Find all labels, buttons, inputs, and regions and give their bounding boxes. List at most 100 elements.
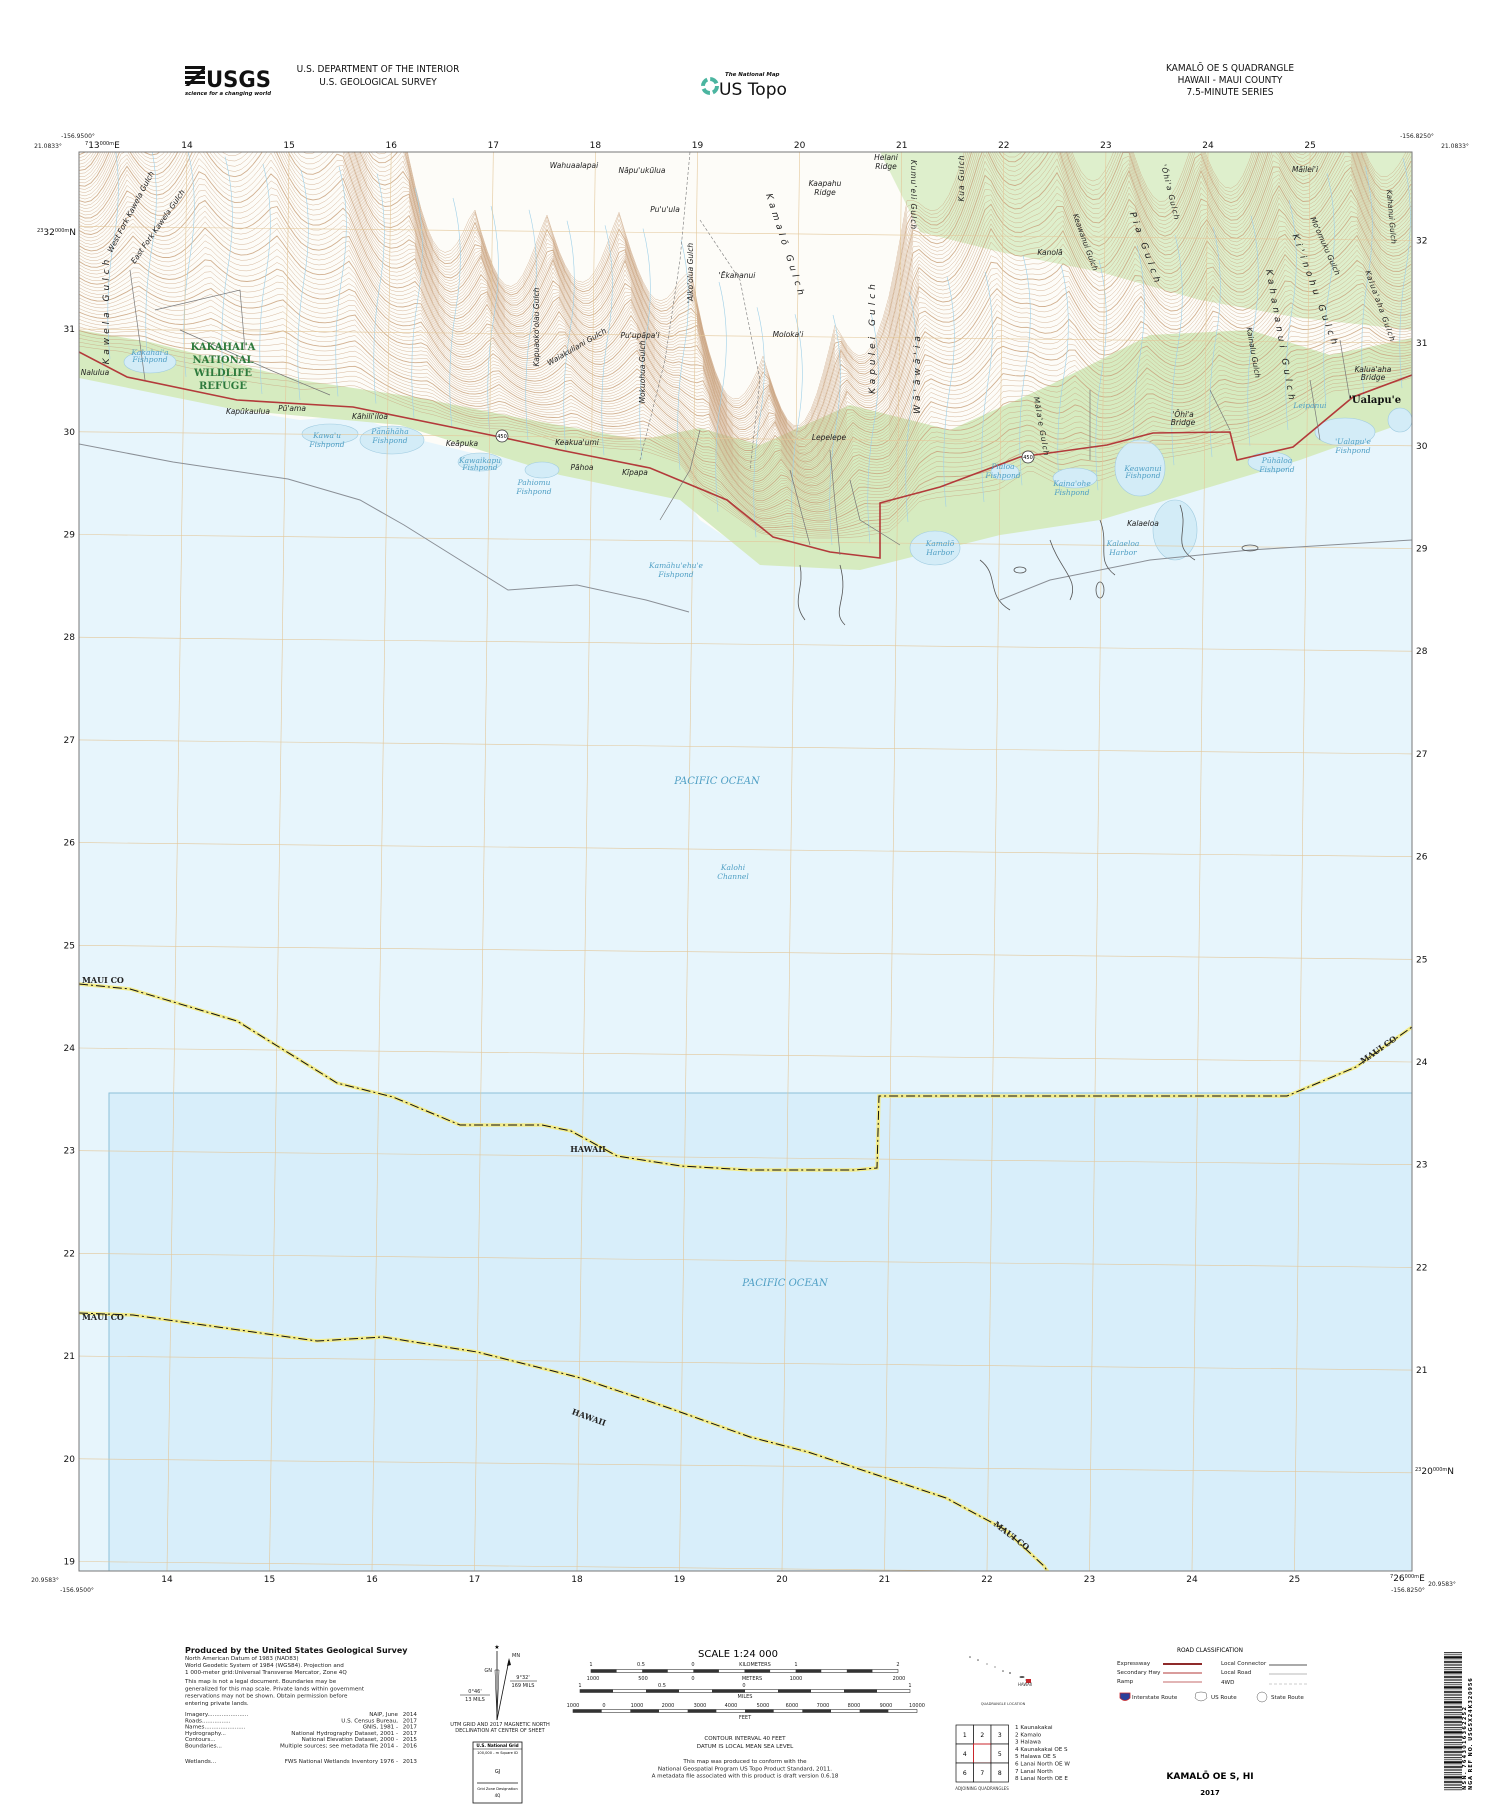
label-keakuaumi: Keakua'umi: [555, 438, 600, 447]
feet-tick-label: 8000: [848, 1703, 861, 1709]
feet-tick-label: 1000: [567, 1703, 580, 1709]
stream-line: [601, 225, 613, 456]
contour-line: [79, 216, 1412, 492]
contour-line: [79, 334, 1412, 533]
barcode-bar: [1444, 1678, 1462, 1682]
adjoining-cell-number: 6: [963, 1770, 967, 1777]
declination-caption-1: UTM GRID AND 2017 MAGNETIC NORTH: [450, 1722, 550, 1728]
barcode-bar: [1444, 1746, 1462, 1749]
stream-line: [335, 166, 347, 397]
label-refuge-line2: NATIONAL: [192, 355, 253, 366]
contour-line: [79, 152, 1412, 437]
easting-tick-label-bottom: 23: [1084, 1575, 1095, 1585]
barcode-bar: [1444, 1713, 1462, 1716]
full-northing-label-right: 2320000mN: [1415, 1467, 1454, 1477]
label-puama: Pū'ama: [278, 404, 306, 413]
northing-tick-label-left: 31: [64, 325, 75, 335]
map-legend-footer: Produced by the United States Geological…: [184, 1644, 1474, 1804]
contour-line: [79, 253, 1412, 502]
label-molokai: Moloka'i: [773, 330, 805, 339]
label-kapukaulua: Kapūkaulua: [226, 407, 270, 416]
stream-line: [221, 156, 233, 387]
label-pialoa-fishpond-2: Fishpond: [984, 471, 1020, 480]
northing-tick-label-left: 30: [64, 428, 76, 438]
northing-tick-label-left: 26: [64, 839, 76, 849]
stream-line: [563, 220, 575, 451]
northing-tick-label-right: 27: [1416, 750, 1427, 760]
adjoining-quadrangles: ADJOINING QUADRANGLES 1 2 3 4 5 6 7 8 1 Kaunakak…: [955, 1724, 1070, 1791]
label-kua-gulch: Kua Gulch: [957, 155, 966, 202]
grid-line-easting: [1089, 152, 1107, 1571]
contour-line: [79, 322, 1412, 527]
contour-line: [79, 152, 1412, 461]
stream-line: [1399, 158, 1411, 389]
grid-line-northing: [79, 226, 1412, 241]
route-number: 450: [497, 434, 507, 440]
label-napuukulua: Nāpu'ukūlua: [618, 166, 665, 175]
mile-scale-bar-segment: [580, 1689, 613, 1693]
mile-tick-label: 0: [742, 1683, 745, 1689]
label-ekahanui: 'Ēkahanui: [719, 271, 757, 280]
feet-scale-bar-segment: [630, 1709, 659, 1713]
northing-tick-label-left: 28: [64, 633, 76, 643]
kilometer-scale-bar-segment: [591, 1669, 617, 1673]
contour-line: [79, 290, 1412, 514]
label-pahoa: Pāhoa: [570, 463, 593, 472]
shoreline-features: [797, 504, 1259, 626]
contour-line: [79, 152, 1412, 436]
northing-tick-label-right: 28: [1416, 647, 1428, 657]
corner-top-right-latitude: 21.0833°: [1441, 143, 1469, 150]
label-kainaohe-fishpond: Kaina'ohe: [1052, 479, 1091, 488]
stream-line: [183, 152, 195, 377]
credit-source: National Hydrography Dataset, 2001 -: [291, 1731, 398, 1737]
current-quadrangle-cell: [973, 1743, 992, 1764]
sheet-year: 2017: [1200, 1789, 1220, 1797]
contour-line: [79, 341, 1412, 537]
grid-line-easting: [679, 152, 698, 1571]
northing-tick-label-right: 32: [1416, 236, 1427, 246]
contour-lines: [79, 152, 1412, 546]
meter-tick-label: 1000: [587, 1676, 600, 1682]
grid-line-northing: [79, 739, 1412, 755]
label-kalaeloa-harbor-2: Harbor: [1108, 548, 1137, 557]
quadrangle-state-county: HAWAII - MAUI COUNTY: [1178, 75, 1283, 86]
label-kamahuehue-fishpond-2: Fishpond: [657, 570, 693, 579]
contour-line: [79, 310, 1412, 522]
contour-line: [79, 221, 1412, 493]
credit-label: Hydrography...: [185, 1731, 226, 1737]
scale-title: SCALE 1:24 000: [698, 1649, 778, 1660]
contour-line: [79, 152, 1412, 442]
barcode-bar: [1444, 1768, 1462, 1772]
standard-line: This map was produced to conform with th…: [682, 1759, 807, 1765]
label-lepelepe: Lepelepe: [812, 433, 847, 442]
credit-label: Names.......................: [185, 1725, 246, 1731]
barcode-bar: [1444, 1727, 1462, 1728]
stream-line: [1019, 255, 1031, 486]
usgs-wordmark: USGS: [206, 68, 271, 93]
adjoining-cell-number: 8: [998, 1770, 1002, 1777]
contour-line: [79, 152, 1412, 449]
contour-line: [79, 152, 1412, 428]
quadrangle-title: KAMALŌ OE S QUADRANGLE: [1166, 61, 1294, 74]
label-keapuka: Keāpuka: [446, 439, 479, 448]
label-ualapue-fishpond: 'Ualapu'e: [1335, 437, 1371, 446]
contour-line: [79, 152, 1412, 433]
easting-tick-label-top: 20: [794, 141, 806, 151]
credit-source: GNIS, 1981 -: [363, 1725, 398, 1731]
mile-tick-label: 0.5: [658, 1683, 666, 1689]
label-puupapai: Pu'upāpa'i: [621, 331, 661, 340]
label-panahaha-fishpond: Pānāhāha: [370, 427, 408, 436]
contour-line: [79, 265, 1412, 506]
contour-line: [79, 199, 1412, 487]
stream-line: [867, 313, 879, 544]
easting-tick-label-top: 24: [1202, 141, 1214, 151]
easting-tick-label-bottom: 21: [879, 1575, 890, 1585]
contour-line: [79, 152, 1412, 430]
barcode-bar: [1444, 1764, 1462, 1766]
barcode-bar: [1444, 1787, 1462, 1788]
contour-line: [79, 152, 1412, 464]
barcode-bar: [1444, 1656, 1462, 1659]
fishpond: [1314, 417, 1376, 447]
contour-line: [79, 233, 1412, 497]
road-classification-legend: ROAD CLASSIFICATION Expressway Secondary…: [1117, 1648, 1307, 1703]
